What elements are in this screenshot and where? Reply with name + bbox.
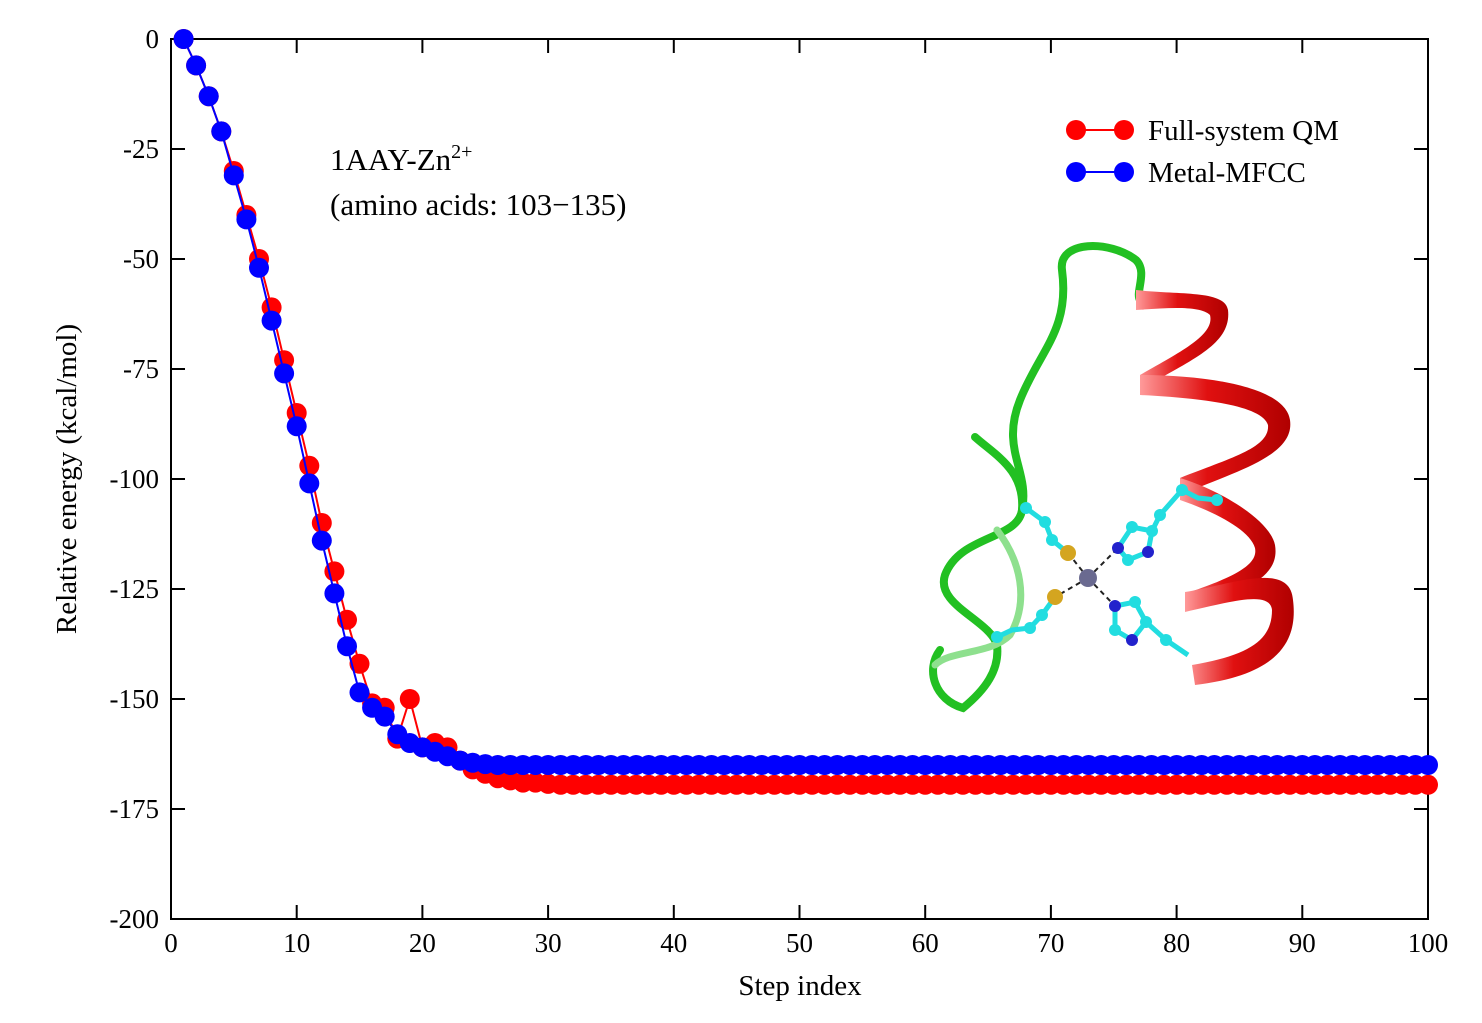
nitrogen-atom (1109, 600, 1121, 612)
annotation-line-1: 1AAY-Zn2+ (330, 141, 472, 177)
y-tick-label: -50 (123, 244, 159, 274)
nitrogen-atom (1112, 542, 1124, 554)
data-point-full-system-qm (299, 455, 320, 476)
data-point-metal-mfcc (1418, 755, 1438, 775)
carbon-atom (1039, 516, 1051, 528)
data-point-full-system-qm (349, 653, 370, 674)
legend-marker-full-system-qm (1114, 120, 1134, 140)
carbon-atom (1140, 616, 1152, 628)
legend-marker-full-system-qm (1066, 120, 1086, 140)
carbon-atom (1146, 525, 1158, 537)
x-tick-label: 50 (786, 928, 813, 958)
carbon-atom (1020, 502, 1032, 514)
y-tick-label: 0 (146, 24, 160, 54)
x-axis-title: Step index (738, 970, 862, 1002)
x-tick-label: 30 (535, 928, 562, 958)
cys-chain (1024, 505, 1070, 555)
data-point-metal-mfcc (173, 29, 194, 49)
legend-label-metal-mfcc: Metal-MFCC (1148, 157, 1306, 189)
legend-label-full-system-qm: Full-system QM (1148, 115, 1339, 147)
y-tick-label: -175 (110, 794, 160, 824)
data-point-metal-mfcc (198, 86, 219, 107)
protein-loop-top (1009, 242, 1146, 514)
legend-marker-metal-mfcc (1114, 162, 1134, 182)
carbon-atom (1024, 622, 1036, 634)
x-tick-label: 90 (1289, 928, 1316, 958)
annotation-superscript: 2+ (451, 141, 472, 163)
x-tick-label: 60 (912, 928, 939, 958)
carbon-atom (991, 631, 1003, 643)
protein-loop-front (929, 433, 1027, 713)
data-point-metal-mfcc (261, 310, 282, 331)
data-point-metal-mfcc (236, 209, 257, 230)
data-point-metal-mfcc (274, 363, 295, 384)
data-point-full-system-qm (311, 513, 332, 533)
data-point-metal-mfcc (223, 165, 244, 186)
histidine-sidechains (1112, 486, 1218, 658)
data-point-metal-mfcc (249, 257, 269, 278)
y-axis-title: Relative energy (kcal/mol) (51, 324, 83, 634)
protein-inset (929, 242, 1294, 713)
carbon-atom (1109, 624, 1121, 636)
carbon-atom (1126, 521, 1138, 533)
protein-helix-band-3 (1180, 478, 1276, 610)
x-tick-label: 20 (409, 928, 436, 958)
x-tick-label: 80 (1163, 928, 1190, 958)
ligand-atoms (991, 484, 1223, 646)
legend-marker-metal-mfcc (1066, 162, 1086, 182)
y-tick-label: -200 (110, 904, 160, 934)
carbon-atom (1211, 494, 1223, 506)
series-layer (173, 29, 1438, 795)
data-point-metal-mfcc (374, 706, 395, 727)
sulfur-atom (1047, 589, 1063, 605)
zinc-atom (1079, 569, 1097, 587)
x-tick-label: 0 (164, 928, 178, 958)
series-metal-mfcc (173, 29, 1438, 775)
carbon-atom (1129, 596, 1141, 608)
carbon-atom (1036, 609, 1048, 621)
data-point-full-system-qm (1418, 774, 1438, 795)
data-point-metal-mfcc (211, 121, 232, 142)
carbon-atom (1160, 634, 1172, 646)
data-point-metal-mfcc (311, 530, 332, 551)
x-tick-label: 100 (1408, 928, 1449, 958)
data-point-metal-mfcc (286, 416, 307, 437)
carbon-atom (1154, 509, 1166, 521)
carbon-atom (1176, 484, 1188, 496)
data-point-full-system-qm (399, 689, 420, 709)
zn-n-bond (1087, 577, 1116, 607)
annotation-main: 1AAY-Zn (330, 142, 452, 177)
protein-helix-band-4 (1185, 577, 1294, 685)
sulfur-atom (1060, 545, 1076, 561)
protein-helix-band-2 (1140, 375, 1291, 495)
annotation-line-2: (amino acids: 103−135) (330, 187, 626, 222)
x-tick-label: 10 (283, 928, 310, 958)
zn-n-bond (1087, 547, 1119, 579)
data-point-metal-mfcc (186, 55, 207, 76)
data-point-metal-mfcc (324, 583, 345, 604)
carbon-atom (1122, 554, 1134, 566)
data-point-metal-mfcc (299, 473, 320, 494)
y-tick-label: -150 (110, 684, 160, 714)
protein-loop-back (931, 526, 1025, 669)
y-tick-label: -125 (110, 574, 160, 604)
x-tick-label: 40 (660, 928, 687, 958)
nitrogen-atom (1126, 634, 1138, 646)
axis-ticks: 0 10 20 30 40 50 60 70 80 90 100 0 -25 -50 -75 -100 -125… (110, 24, 1449, 958)
y-tick-label: -100 (110, 464, 160, 494)
nitrogen-atom (1142, 546, 1154, 558)
x-tick-label: 70 (1037, 928, 1064, 958)
data-point-metal-mfcc (349, 682, 370, 703)
legend: Full-system QM Metal-MFCC (1066, 115, 1339, 189)
y-tick-label: -25 (123, 134, 159, 164)
y-tick-label: -75 (123, 354, 159, 384)
carbon-atom (1046, 534, 1058, 546)
data-point-metal-mfcc (337, 636, 357, 657)
protein-helix-band-1 (1136, 290, 1229, 390)
